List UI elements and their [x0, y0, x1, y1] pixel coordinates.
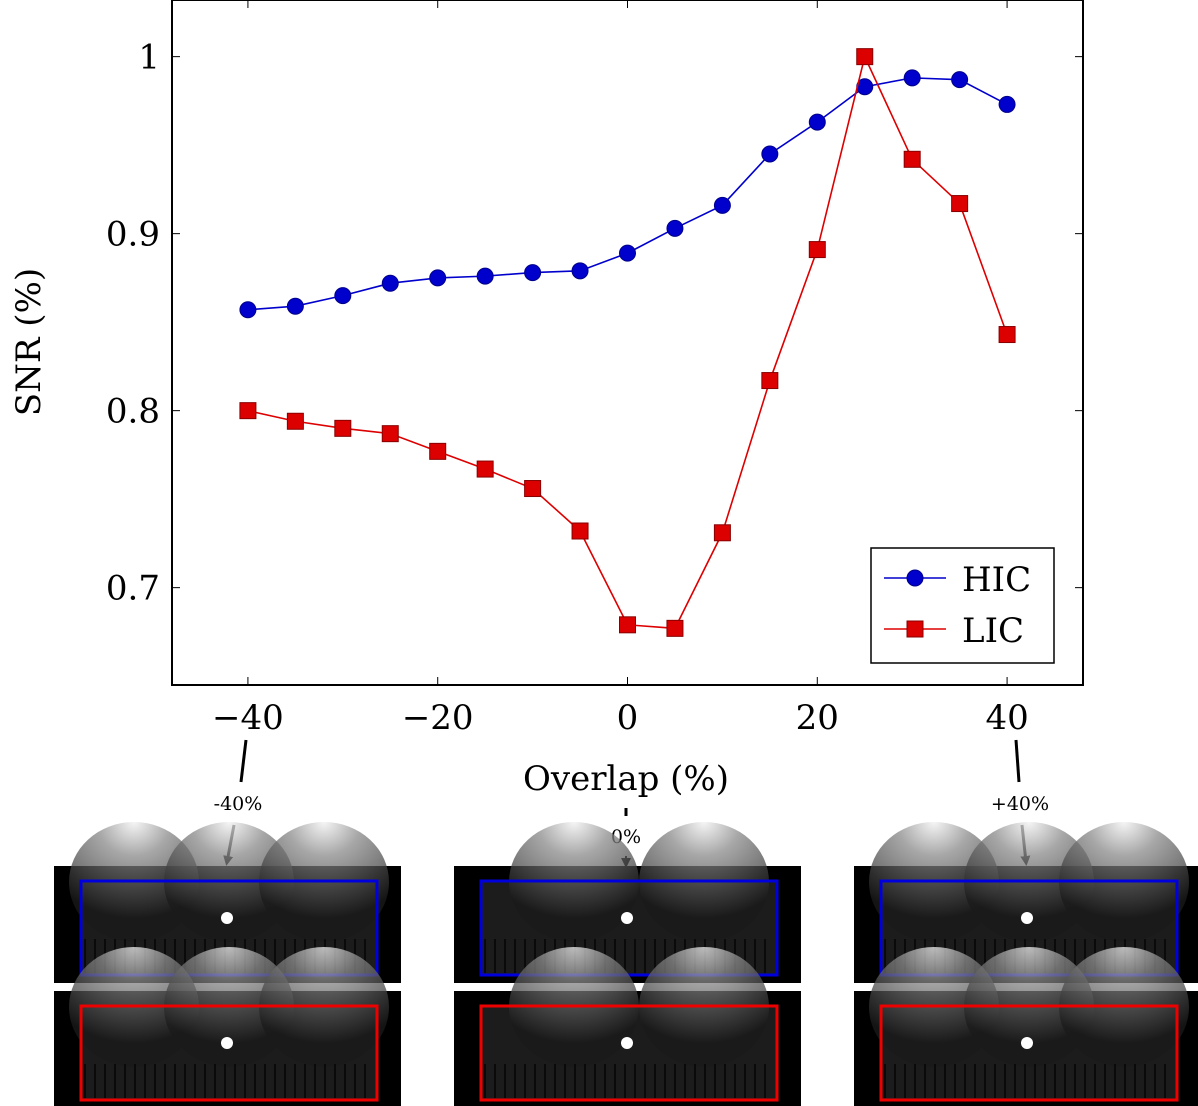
series-line-lic: [247, 54, 1008, 630]
data-point-lic: [856, 48, 874, 66]
thumbnail-border: [479, 1004, 779, 1102]
data-point-hic: [998, 95, 1016, 113]
thumbnail-images: [54, 822, 1198, 1106]
data-point-hic: [761, 145, 779, 163]
x-tick-labels: −40 −20 0 20 40: [212, 698, 1029, 738]
x-axis-label: Overlap (%): [523, 759, 729, 799]
data-point-hic: [903, 69, 921, 87]
thumbnail-border: [879, 1004, 1179, 1102]
data-point-lic: [381, 425, 399, 443]
data-point-lic: [619, 616, 636, 634]
series-layer: [239, 48, 1016, 637]
y-tick-label: 0.8: [106, 392, 160, 432]
y-tick-label: 1: [138, 38, 160, 78]
data-point-hic: [476, 267, 494, 285]
arrow-right: [1014, 739, 1021, 783]
thumbnail-light-point: [1021, 1037, 1033, 1049]
x-tick-label: −20: [402, 698, 474, 738]
thumbnail-light-point: [621, 912, 633, 924]
data-point-lic: [761, 372, 779, 390]
arrow-left: [239, 739, 248, 783]
legend-box: [870, 547, 1055, 664]
y-tick-label: 0.7: [106, 569, 160, 609]
data-point-hic: [713, 196, 731, 214]
y-tick-label: 0.9: [106, 215, 160, 255]
legend: HIC LIC: [870, 547, 1055, 664]
data-point-hic: [239, 301, 257, 319]
data-point-lic: [334, 419, 352, 437]
data-point-lic: [951, 195, 969, 213]
legend-label-hic: HIC: [962, 560, 1031, 600]
data-point-hic: [334, 287, 352, 305]
data-point-hic: [286, 297, 304, 315]
data-point-hic: [808, 113, 826, 131]
thumbnail-middle-lic: [454, 947, 801, 1106]
legend-label-lic: LIC: [962, 611, 1024, 651]
data-point-lic: [239, 402, 257, 420]
data-point-hic: [429, 269, 447, 287]
series-line-hic: [247, 77, 1008, 311]
data-point-lic: [998, 326, 1016, 344]
data-point-hic: [381, 274, 399, 292]
thumbnail-light-point: [221, 1037, 233, 1049]
data-point-hic: [524, 264, 542, 282]
data-point-hic: [951, 71, 969, 89]
thumbnail-right-lic: [854, 947, 1198, 1106]
x-tick-label: 20: [796, 698, 839, 738]
x-tick-label: −40: [212, 698, 284, 738]
data-point-lic: [429, 442, 447, 460]
thumbnail-grating: [484, 1064, 774, 1098]
thumbnail-grating: [84, 1064, 374, 1098]
data-point-lic: [476, 460, 494, 478]
x-tick-label: 40: [985, 698, 1028, 738]
data-point-lic: [808, 241, 826, 259]
data-point-lic: [571, 522, 589, 540]
thumbnail-border: [479, 879, 779, 977]
data-point-lic: [286, 412, 304, 430]
data-point-lic: [524, 480, 542, 498]
thumbnail-border: [79, 1004, 379, 1102]
thumbnail-label-right: +40%: [991, 793, 1049, 815]
legend-marker-hic: [906, 569, 924, 587]
data-point-hic: [571, 262, 589, 280]
thumbnail-label-left: -40%: [214, 793, 263, 815]
thumbnail-light-point: [221, 912, 233, 924]
y-tick-labels: 0.7 0.8 0.9 1: [106, 38, 160, 609]
thumbnail-grating: [884, 1064, 1174, 1098]
axis-ticks: [172, 0, 1083, 685]
data-point-hic: [666, 219, 684, 237]
data-point-hic: [619, 244, 636, 262]
x-tick-label: 0: [617, 698, 639, 738]
data-point-lic: [903, 150, 921, 168]
legend-marker-lic: [906, 620, 924, 638]
data-point-lic: [666, 619, 684, 637]
thumbnail-light-point: [1021, 912, 1033, 924]
data-point-lic: [713, 524, 731, 542]
y-axis-label: SNR (%): [9, 268, 49, 416]
thumbnail-light-point: [621, 1037, 633, 1049]
thumbnail-left-lic: [54, 947, 401, 1106]
